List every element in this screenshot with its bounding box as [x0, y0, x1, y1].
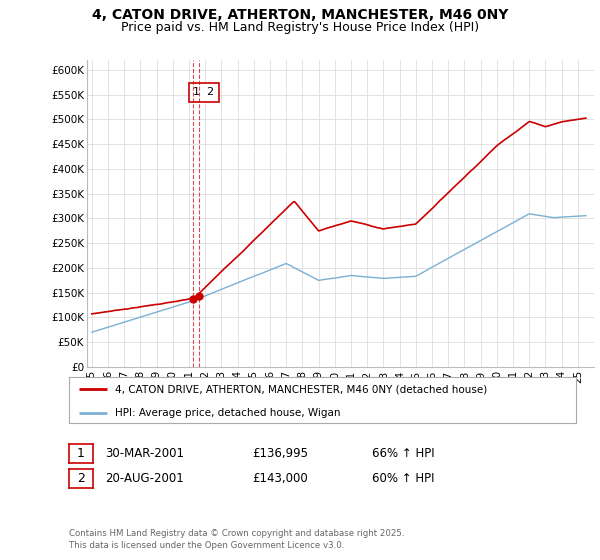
Text: Price paid vs. HM Land Registry's House Price Index (HPI): Price paid vs. HM Land Registry's House …: [121, 21, 479, 34]
Text: 20-AUG-2001: 20-AUG-2001: [105, 472, 184, 486]
Text: 4, CATON DRIVE, ATHERTON, MANCHESTER, M46 0NY: 4, CATON DRIVE, ATHERTON, MANCHESTER, M4…: [92, 8, 508, 22]
Text: £143,000: £143,000: [252, 472, 308, 486]
Text: 60% ↑ HPI: 60% ↑ HPI: [372, 472, 434, 486]
Text: HPI: Average price, detached house, Wigan: HPI: Average price, detached house, Wiga…: [115, 408, 340, 418]
Text: 30-MAR-2001: 30-MAR-2001: [105, 447, 184, 460]
Text: 1  2: 1 2: [193, 87, 214, 97]
Text: £136,995: £136,995: [252, 447, 308, 460]
Text: 66% ↑ HPI: 66% ↑ HPI: [372, 447, 434, 460]
Text: 4, CATON DRIVE, ATHERTON, MANCHESTER, M46 0NY (detached house): 4, CATON DRIVE, ATHERTON, MANCHESTER, M4…: [115, 384, 487, 394]
Text: 2: 2: [77, 472, 85, 486]
Text: 1: 1: [77, 447, 85, 460]
Text: Contains HM Land Registry data © Crown copyright and database right 2025.
This d: Contains HM Land Registry data © Crown c…: [69, 529, 404, 550]
